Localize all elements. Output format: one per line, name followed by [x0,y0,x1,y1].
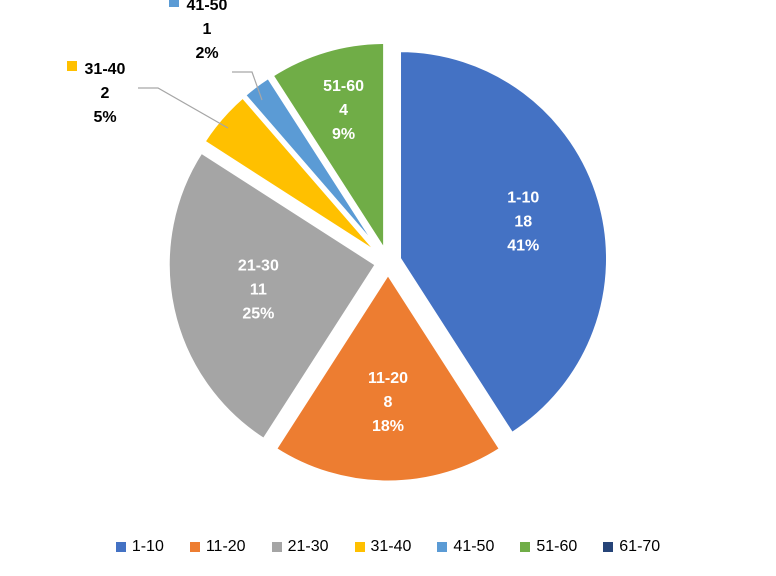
data-label-count-1-10: 18 [514,214,532,231]
legend-item-51-60: 51-60 [520,538,577,556]
data-label-category-41-50: 41-50 [187,0,228,14]
data-label-percent-11-20: 18% [372,418,404,435]
pie-slice-41-50 [242,75,383,254]
data-label-count-21-30: 11 [250,281,267,298]
legend-label: 41-50 [453,538,495,555]
legend-swatch [437,542,448,552]
data-label-count-31-40: 2 [101,85,110,102]
data-label-count-41-50: 1 [203,21,212,38]
label-key-41-50 [169,0,179,7]
leader-line-41-50 [232,71,263,101]
legend-swatch [115,542,126,552]
legend-item-1-10: 1-10 [115,538,164,556]
legend-swatch [603,542,614,552]
data-label-category-51-60: 51-60 [323,78,364,95]
legend-label: 31-40 [370,538,412,555]
leader-line-31-40 [138,87,229,129]
legend-swatch [271,542,282,552]
legend-swatch [520,542,531,552]
legend-label: 51-60 [536,538,578,555]
legend-item-11-20: 11-20 [189,538,246,556]
data-label-count-11-20: 8 [384,394,393,411]
data-label-percent-21-30: 25% [242,305,274,322]
pie-slice-31-40 [201,94,381,256]
label-key-31-40 [67,61,77,71]
legend-item-21-30: 21-30 [271,538,329,556]
legend-label: 11-20 [205,538,246,555]
pie-slice-21-30 [166,150,379,442]
data-label-percent-1-10: 41% [507,238,539,255]
data-label-category-11-20: 11-20 [368,370,408,387]
data-label-category-31-40: 31-40 [85,61,126,78]
legend-item-31-40: 31-40 [354,538,412,556]
data-label-percent-31-40: 5% [93,109,116,126]
legend-swatch [354,542,365,552]
legend-item-41-50: 41-50 [437,538,494,556]
pie-slice-1-10 [398,49,609,436]
legend-label: 1-10 [131,538,164,555]
pie-slice-51-60 [270,40,387,256]
legend-label: 21-30 [287,538,329,555]
legend-item-61-70: 61-70 [603,538,660,556]
pie-slice-11-20 [273,271,503,484]
data-label-count-51-60: 4 [339,102,348,119]
data-label-percent-51-60: 9% [332,126,355,143]
data-label-category-21-30: 21-30 [238,257,279,274]
data-label-category-1-10: 1-10 [507,190,539,207]
data-label-percent-41-50: 2% [195,45,218,62]
chart-legend: 1-10 11-20 21-30 31-40 41-50 51-60 61-70 [0,536,776,558]
legend-swatch [189,542,200,552]
legend-label: 61-70 [619,538,661,555]
